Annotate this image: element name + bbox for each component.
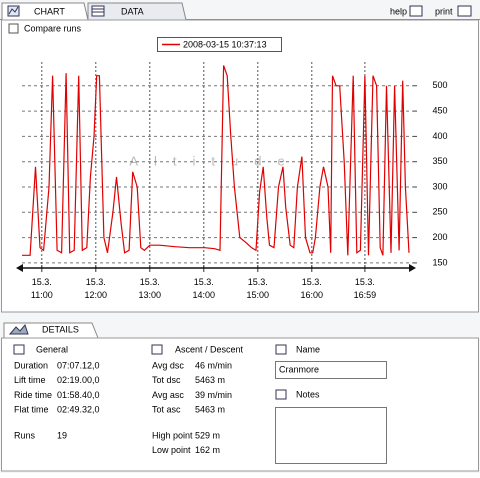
row-label: Flat time (14, 404, 49, 414)
x-tick-label: 15.3. 11:00 (31, 277, 53, 300)
row-value: 39 m/min (195, 390, 232, 400)
y-tick-label: 300 (432, 181, 447, 191)
plot: Altitude 150 200 250 300 350 400 450 500 15.3. 11:… (16, 37, 448, 300)
label-line: 12:00 (85, 290, 108, 300)
x-tick-label: 15.3. 16:59 (354, 277, 377, 300)
details-rows: Duration 07:07.12,0 Lift time 02:19.00,0 Rid… (14, 360, 232, 455)
y-tick-label: 350 (432, 156, 447, 166)
details-tab[interactable]: DETAILS (3, 322, 99, 339)
label-line: 15:00 (247, 290, 270, 300)
print-label: print (435, 6, 453, 16)
label-line: 15.3. (140, 277, 160, 287)
legend-label: 2008-03-15 10:37:13 (183, 39, 267, 49)
row-label: High point (152, 430, 193, 440)
x-tick-label: 15.3. 16:00 (301, 277, 324, 300)
row-value: 19 (57, 430, 67, 440)
row-value: 5463 m (195, 375, 225, 385)
label-line: 13:00 (139, 290, 162, 300)
y-tick-label: 400 (432, 131, 447, 141)
tab-label: CHART (34, 6, 65, 16)
compare-checkbox[interactable] (8, 23, 19, 34)
label-line: 15.3. (194, 277, 214, 287)
print-button[interactable]: print (435, 5, 472, 17)
row-value: 162 m (195, 445, 220, 455)
row-value: 01:58.40,0 (57, 390, 100, 400)
y-tick-label: 150 (432, 257, 447, 267)
icon (275, 344, 287, 355)
x-tick-label: 15.3. 13:00 (139, 277, 162, 300)
label-line: 11:00 (31, 290, 53, 300)
x-tick-label: 15.3. 12:00 (85, 277, 108, 300)
legend-box (157, 37, 282, 52)
row-value: 02:49.32,0 (57, 404, 100, 414)
notes-input[interactable] (275, 407, 387, 464)
watermark: Altitude (129, 153, 300, 168)
label-line: 15.3. (86, 277, 106, 287)
y-tick-label: 200 (432, 232, 447, 242)
compare-label: Compare runs (24, 23, 82, 33)
chart-tab[interactable]: CHART (1, 2, 89, 21)
label-line: 15.3. (302, 277, 322, 287)
label-line: 15.3. (248, 277, 268, 287)
y-tick-label: 450 (432, 105, 447, 115)
x-tick-label: 15.3. 15:00 (247, 277, 270, 300)
label-line: 15.3. (355, 277, 375, 287)
tab-label: DATA (121, 6, 144, 16)
row-label: Ride time (14, 390, 52, 400)
label-line: 15.3. (32, 277, 52, 287)
help-button[interactable]: help (390, 5, 423, 17)
icon (151, 344, 163, 355)
section-title: Notes (296, 389, 320, 399)
row-label: Lift time (14, 375, 46, 385)
x-tick-label: 15.3. 14:00 (193, 277, 216, 300)
label-line: 16:00 (301, 290, 324, 300)
icon (13, 344, 25, 355)
icon (275, 389, 287, 400)
section-title: Ascent / Descent (175, 344, 244, 354)
row-value: 5463 m (195, 404, 225, 414)
row-label: Runs (14, 430, 36, 440)
row-value: 02:19.00,0 (57, 375, 100, 385)
row-label: Avg dsc (152, 360, 184, 370)
details-panel (1, 337, 479, 472)
row-label: Avg asc (152, 390, 184, 400)
name-value: Cranmore (279, 364, 319, 374)
series-line (22, 65, 410, 256)
row-label: Low point (152, 445, 191, 455)
tab-label: DETAILS (42, 324, 79, 334)
name-input[interactable] (275, 361, 387, 379)
y-tick-label: 250 (432, 207, 447, 217)
row-label: Tot asc (152, 404, 181, 414)
row-label: Tot dsc (152, 375, 181, 385)
row-value: 07:07.12,0 (57, 360, 100, 370)
label-line: 16:59 (354, 290, 377, 300)
y-tick-label: 500 (432, 80, 447, 90)
section-title: General (36, 344, 68, 354)
row-value: 529 m (195, 430, 220, 440)
row-value: 46 m/min (195, 360, 232, 370)
row-label: Duration (14, 360, 48, 370)
section-title: Name (296, 344, 320, 354)
help-label: help (390, 6, 407, 16)
label-line: 14:00 (193, 290, 216, 300)
data-tab[interactable]: DATA (87, 2, 187, 21)
